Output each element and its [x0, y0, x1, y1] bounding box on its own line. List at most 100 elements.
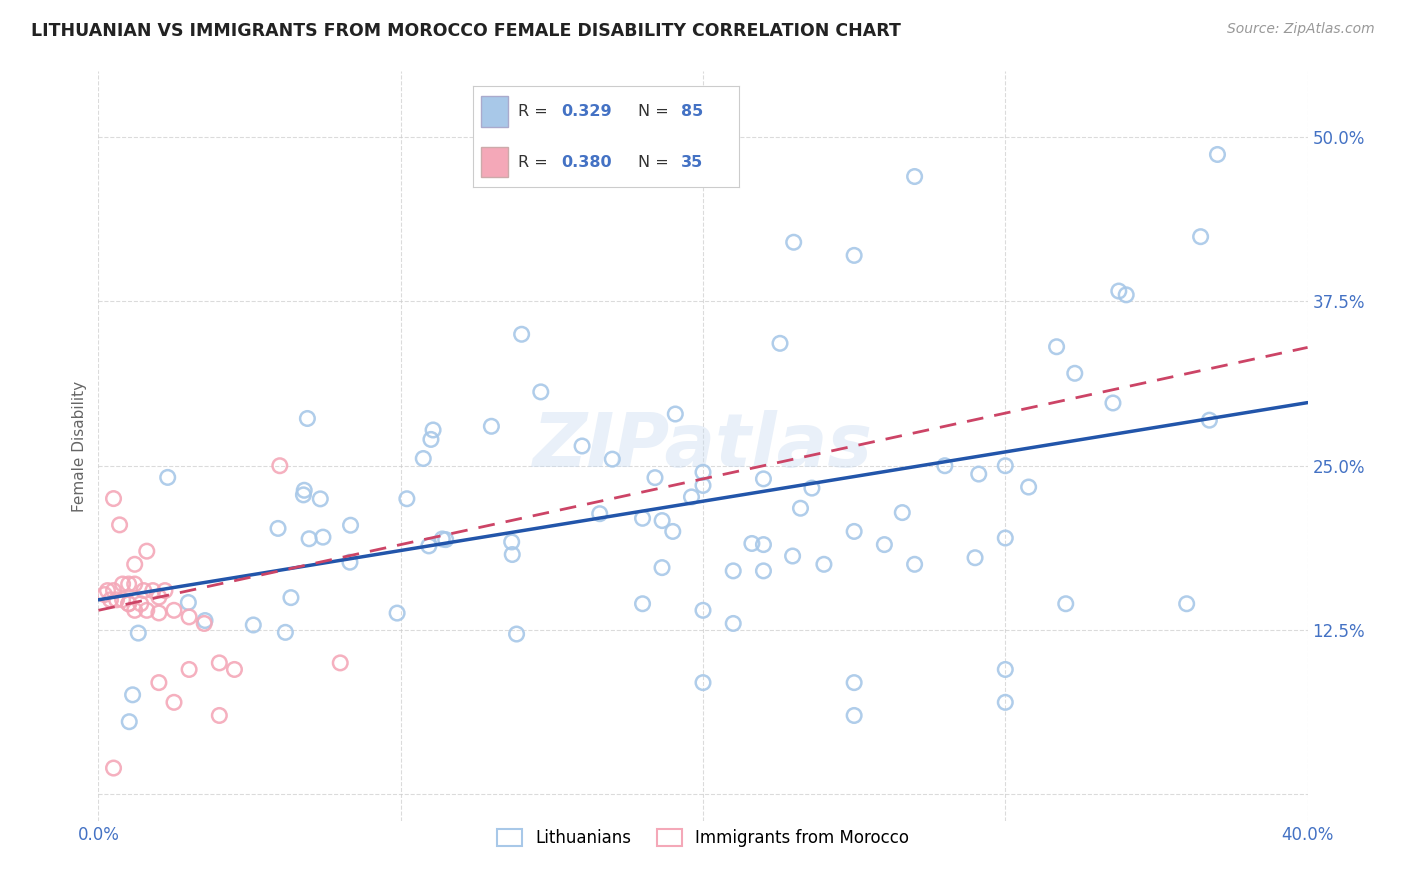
Point: [967, 467, 990, 481]
Point: [891, 506, 914, 520]
Point: [530, 384, 553, 399]
Point: [103, 491, 125, 506]
Point: [1115, 288, 1137, 302]
Point: [510, 327, 533, 342]
Point: [501, 535, 523, 549]
Point: [752, 564, 775, 578]
Point: [177, 595, 200, 609]
Point: [692, 465, 714, 479]
Point: [124, 577, 146, 591]
Point: [644, 470, 666, 484]
Point: [329, 656, 352, 670]
Point: [179, 663, 201, 677]
Point: [267, 521, 290, 535]
Point: [280, 591, 302, 605]
Point: [208, 708, 231, 723]
Point: [105, 592, 128, 607]
Point: [269, 458, 291, 473]
Point: [127, 626, 149, 640]
Point: [100, 592, 122, 607]
Point: [297, 411, 319, 425]
Point: [1175, 597, 1198, 611]
Point: [309, 491, 332, 506]
Point: [651, 560, 673, 574]
Point: [505, 627, 527, 641]
Point: [118, 714, 141, 729]
Point: [994, 458, 1017, 473]
Point: [994, 695, 1017, 709]
Point: [242, 618, 264, 632]
Point: [769, 336, 792, 351]
Point: [274, 625, 297, 640]
Point: [163, 603, 186, 617]
Point: [385, 606, 408, 620]
Point: [153, 583, 176, 598]
Point: [292, 488, 315, 502]
Point: [789, 501, 811, 516]
Point: [312, 530, 335, 544]
Point: [142, 583, 165, 598]
Point: [1045, 340, 1067, 354]
Point: [1189, 229, 1212, 244]
Point: [395, 491, 418, 506]
Point: [111, 592, 134, 607]
Point: [904, 169, 927, 184]
Point: [194, 614, 217, 628]
Point: [118, 577, 141, 591]
Point: [782, 549, 804, 563]
Point: [481, 419, 503, 434]
Point: [844, 708, 866, 723]
Text: Source: ZipAtlas.com: Source: ZipAtlas.com: [1227, 22, 1375, 37]
Point: [132, 583, 155, 598]
Point: [723, 564, 745, 578]
Point: [723, 616, 745, 631]
Point: [651, 514, 673, 528]
Point: [135, 603, 157, 617]
Point: [422, 423, 444, 437]
Point: [965, 550, 987, 565]
Point: [1063, 366, 1085, 380]
Point: [602, 452, 624, 467]
Point: [844, 248, 866, 262]
Point: [148, 675, 170, 690]
Point: [434, 533, 457, 547]
Text: LITHUANIAN VS IMMIGRANTS FROM MOROCCO FEMALE DISABILITY CORRELATION CHART: LITHUANIAN VS IMMIGRANTS FROM MOROCCO FE…: [31, 22, 901, 40]
Point: [118, 597, 141, 611]
Point: [1108, 284, 1130, 298]
Point: [681, 490, 703, 504]
Point: [752, 538, 775, 552]
Point: [589, 507, 612, 521]
Point: [800, 481, 823, 495]
Point: [692, 603, 714, 617]
Point: [179, 610, 201, 624]
Text: ZIPatlas: ZIPatlas: [533, 409, 873, 483]
Point: [1102, 396, 1125, 410]
Point: [339, 555, 361, 569]
Point: [432, 532, 454, 546]
Point: [783, 235, 806, 250]
Point: [571, 439, 593, 453]
Point: [1206, 147, 1229, 161]
Point: [208, 656, 231, 670]
Point: [339, 518, 361, 533]
Point: [292, 483, 315, 498]
Point: [631, 597, 654, 611]
Point: [752, 472, 775, 486]
Point: [844, 524, 866, 539]
Point: [934, 458, 956, 473]
Point: [103, 583, 125, 598]
Point: [135, 544, 157, 558]
Point: [501, 548, 523, 562]
Point: [96, 583, 118, 598]
Point: [163, 695, 186, 709]
Point: [1018, 480, 1040, 494]
Point: [224, 663, 246, 677]
Point: [118, 597, 141, 611]
Point: [813, 558, 835, 572]
Legend: Lithuanians, Immigrants from Morocco: Lithuanians, Immigrants from Morocco: [491, 822, 915, 854]
Point: [692, 478, 714, 492]
Point: [741, 536, 763, 550]
Point: [420, 433, 443, 447]
Point: [111, 577, 134, 591]
Point: [124, 558, 146, 572]
